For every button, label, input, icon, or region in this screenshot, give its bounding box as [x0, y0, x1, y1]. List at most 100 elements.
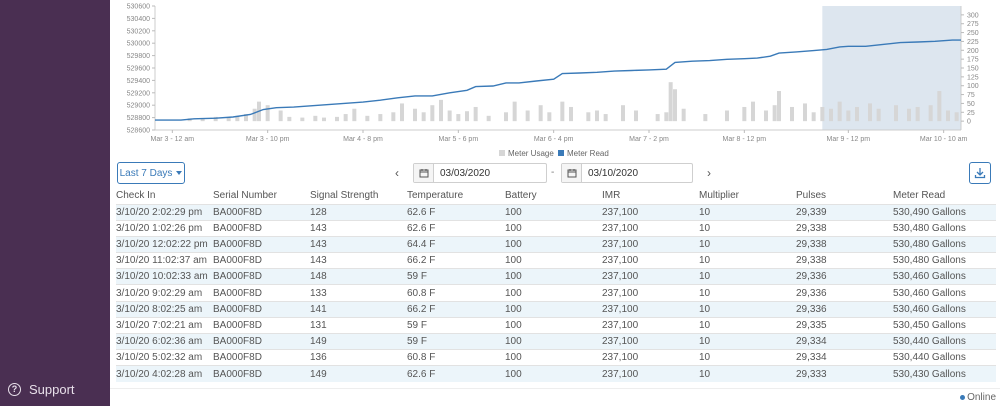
- table-cell: 237,100: [602, 332, 699, 350]
- table-cell: 530,440 Gallons: [893, 332, 996, 350]
- table-cell: 530,490 Gallons: [893, 203, 996, 221]
- table-cell: 100: [505, 284, 602, 302]
- table-cell: 131: [310, 316, 407, 334]
- column-header[interactable]: Multiplier: [699, 190, 740, 202]
- table-cell: 148: [310, 268, 407, 285]
- table-row[interactable]: 3/10/20 10:02:33 am BA000F8D 148 59 F 100 237…: [116, 268, 996, 285]
- usage-bar: [946, 110, 950, 122]
- right-axis-tick-label: 300: [967, 12, 979, 19]
- start-date-input[interactable]: [434, 164, 544, 182]
- x-axis-tick-label: Mar 9 - 12 pm: [827, 136, 871, 143]
- table-cell: 29,336: [796, 268, 893, 285]
- table-cell: 530,480 Gallons: [893, 219, 996, 237]
- usage-bar: [560, 101, 565, 122]
- column-header[interactable]: Battery: [505, 190, 537, 202]
- usage-bar: [790, 106, 794, 122]
- usage-bar: [820, 106, 825, 122]
- table-row[interactable]: 3/10/20 12:02:22 pm BA000F8D 143 64.4 F 100 2…: [116, 235, 996, 253]
- prev-range-button[interactable]: ‹: [389, 162, 405, 184]
- usage-bar: [803, 103, 807, 122]
- usage-bar: [937, 91, 942, 122]
- table-row[interactable]: 3/10/20 2:02:29 pm BA000F8D 128 62.6 F 100 23…: [116, 203, 996, 221]
- table-cell: 10: [699, 219, 796, 237]
- x-axis-tick-label: Mar 8 - 12 pm: [723, 136, 767, 143]
- table-cell: 59 F: [407, 316, 505, 334]
- table-row[interactable]: 3/10/20 9:02:29 am BA000F8D 133 60.8 F 100 23…: [116, 284, 996, 302]
- table-cell: 3/10/20 12:02:22 pm: [116, 235, 213, 253]
- left-axis-tick-label: 530600: [127, 4, 150, 11]
- table-row[interactable]: 3/10/20 1:02:26 pm BA000F8D 143 62.6 F 100 23…: [116, 219, 996, 237]
- usage-bar: [855, 106, 859, 122]
- usage-bar: [352, 108, 357, 122]
- column-header[interactable]: Check In: [116, 190, 156, 202]
- support-link[interactable]: ? Support: [8, 382, 75, 397]
- calendar-icon: [414, 164, 434, 182]
- table-cell: 237,100: [602, 203, 699, 221]
- usage-bar: [378, 114, 383, 122]
- column-header[interactable]: Signal Strength: [310, 190, 379, 202]
- x-axis-tick-label: Mar 5 - 6 pm: [438, 136, 478, 143]
- table-cell: BA000F8D: [213, 235, 310, 253]
- table-row[interactable]: 3/10/20 4:02:28 am BA000F8D 149 62.6 F 100 23…: [116, 365, 996, 383]
- table-cell: 100: [505, 268, 602, 285]
- usage-bar: [365, 115, 370, 122]
- table-cell: 10: [699, 252, 796, 269]
- status-dot-icon: [960, 395, 966, 400]
- column-header[interactable]: IMR: [602, 190, 621, 202]
- download-icon: [974, 168, 986, 179]
- end-date-input[interactable]: [582, 164, 692, 182]
- usage-bar: [413, 108, 417, 122]
- column-header[interactable]: Pulses: [796, 190, 827, 202]
- table-cell: BA000F8D: [213, 349, 310, 366]
- column-header[interactable]: Temperature: [407, 190, 464, 202]
- date-range-dropdown[interactable]: Last 7 Days: [117, 162, 185, 184]
- usage-bar: [586, 112, 591, 122]
- left-axis-tick-label: 529400: [127, 78, 150, 85]
- next-range-button[interactable]: ›: [701, 162, 717, 184]
- sidebar: ? Support: [0, 0, 110, 406]
- table-cell: 10: [699, 284, 796, 302]
- right-axis-tick-label: 150: [967, 66, 979, 73]
- usage-bar: [504, 112, 508, 122]
- table-cell: 100: [505, 203, 602, 221]
- table-cell: 100: [505, 349, 602, 366]
- usage-bar: [664, 112, 669, 122]
- table-cell: 10: [699, 365, 796, 383]
- start-date-picker[interactable]: [413, 163, 547, 183]
- table-row[interactable]: 3/10/20 6:02:36 am BA000F8D 149 59 F 100 237,…: [116, 332, 996, 350]
- table-cell: 62.6 F: [407, 219, 505, 237]
- table-cell: BA000F8D: [213, 219, 310, 237]
- table-row[interactable]: 3/10/20 8:02:25 am BA000F8D 141 66.2 F 100 23…: [116, 300, 996, 318]
- table-cell: 10: [699, 235, 796, 253]
- table-cell: BA000F8D: [213, 252, 310, 269]
- right-axis-tick-label: 25: [967, 110, 975, 117]
- table-cell: 237,100: [602, 219, 699, 237]
- meter-chart: 528600 528800 529000 529200 529400 529600 5298…: [127, 4, 979, 159]
- right-axis-tick-label: 75: [967, 92, 975, 99]
- table-cell: 100: [505, 316, 602, 334]
- table-row[interactable]: 3/10/20 11:02:37 am BA000F8D 143 66.2 F 100 2…: [116, 252, 996, 269]
- x-axis-tick-label: Mar 3 - 10 pm: [246, 136, 290, 143]
- usage-bar: [655, 114, 660, 122]
- end-date-picker[interactable]: [561, 163, 693, 183]
- column-header[interactable]: Meter Read: [893, 190, 946, 202]
- check-in-table: Check In Serial Number Signal Strength Temp…: [116, 188, 996, 383]
- column-header[interactable]: Serial Number: [213, 190, 277, 202]
- table-cell: 143: [310, 235, 407, 253]
- table-cell: 100: [505, 300, 602, 318]
- table-cell: 237,100: [602, 268, 699, 285]
- table-row[interactable]: 3/10/20 5:02:32 am BA000F8D 136 60.8 F 100 23…: [116, 349, 996, 366]
- table-row[interactable]: 3/10/20 7:02:21 am BA000F8D 131 59 F 100 237,…: [116, 316, 996, 334]
- usage-bar: [868, 103, 872, 122]
- usage-bar: [777, 91, 781, 122]
- download-button[interactable]: [969, 162, 991, 184]
- table-cell: BA000F8D: [213, 284, 310, 302]
- table-cell: 530,460 Gallons: [893, 268, 996, 285]
- table-cell: 3/10/20 10:02:33 am: [116, 268, 213, 285]
- usage-bar: [764, 110, 768, 122]
- usage-bar: [603, 114, 608, 122]
- usage-bar: [200, 119, 205, 122]
- table-cell: 62.6 F: [407, 365, 505, 383]
- usage-bar: [313, 115, 318, 122]
- table-cell: 66.2 F: [407, 300, 505, 318]
